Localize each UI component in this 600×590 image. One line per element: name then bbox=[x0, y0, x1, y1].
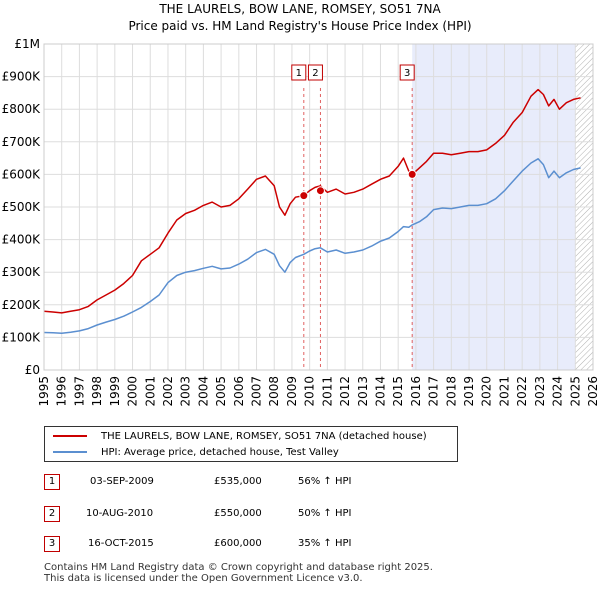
transaction-badge: 2 bbox=[44, 506, 60, 522]
sale-point bbox=[299, 191, 309, 201]
y-tick-label: £100K bbox=[2, 330, 42, 344]
transaction-badge: 1 bbox=[44, 474, 60, 490]
legend-item-hpi: HPI: Average price, detached house, Test… bbox=[53, 445, 339, 459]
footer-line-2: This data is licensed under the Open Gov… bbox=[44, 573, 363, 584]
transaction-price: £550,000 bbox=[214, 508, 262, 519]
sale-point bbox=[407, 169, 417, 179]
legend-label-property: THE LAURELS, BOW LANE, ROMSEY, SO51 7NA … bbox=[101, 430, 427, 442]
y-tick-label: £900K bbox=[2, 70, 42, 84]
x-tick-label: 1998 bbox=[90, 376, 104, 407]
x-tick-label: 2023 bbox=[533, 376, 547, 407]
x-tick-label: 2001 bbox=[143, 376, 157, 407]
x-tick-label: 2021 bbox=[497, 376, 511, 407]
chart-subtitle: Price paid vs. HM Land Registry's House … bbox=[128, 19, 472, 33]
x-tick-label: 2022 bbox=[515, 376, 529, 407]
x-tick-label: 1996 bbox=[55, 376, 69, 407]
transaction-date: 10-AUG-2010 bbox=[86, 508, 154, 519]
y-tick-label: £600K bbox=[2, 167, 42, 181]
chart-title: THE LAURELS, BOW LANE, ROMSEY, SO51 7NA bbox=[159, 2, 441, 16]
legend: THE LAURELS, BOW LANE, ROMSEY, SO51 7NA … bbox=[44, 426, 458, 462]
transaction-marker-box bbox=[307, 64, 323, 81]
x-tick-label: 2002 bbox=[161, 376, 175, 407]
transaction-price: £535,000 bbox=[214, 476, 262, 487]
hpi-series-line bbox=[43, 158, 581, 334]
x-tick-label: 2000 bbox=[126, 376, 140, 407]
x-tick-label: 2007 bbox=[250, 376, 264, 407]
x-tick-label: 2013 bbox=[356, 376, 370, 407]
x-tick-label: 2020 bbox=[480, 376, 494, 407]
legend-swatch-hpi bbox=[53, 451, 87, 453]
y-tick-label: £400K bbox=[2, 233, 42, 247]
x-tick-label: 2025 bbox=[568, 376, 582, 407]
x-tick-label: 2014 bbox=[373, 376, 387, 407]
x-tick-label: 2019 bbox=[462, 376, 476, 407]
transaction-hpi: 35% ↑ HPI bbox=[298, 538, 352, 549]
x-tick-label: 2004 bbox=[196, 376, 210, 407]
transaction-hpi: 56% ↑ HPI bbox=[298, 476, 352, 487]
y-tick-label: £0 bbox=[25, 363, 40, 377]
legend-item-property: THE LAURELS, BOW LANE, ROMSEY, SO51 7NA … bbox=[53, 429, 427, 443]
sale-point bbox=[315, 186, 325, 196]
y-tick-label: £500K bbox=[2, 200, 42, 214]
x-tick-label: 2011 bbox=[320, 376, 334, 407]
x-tick-label: 2008 bbox=[267, 376, 281, 407]
footer: Contains HM Land Registry data © Crown c… bbox=[44, 562, 433, 584]
transaction-marker-label: 2 bbox=[312, 68, 318, 79]
transaction-marker-box bbox=[399, 64, 415, 81]
x-tick-label: 2005 bbox=[214, 376, 228, 407]
transaction-date: 16-OCT-2015 bbox=[88, 538, 154, 549]
y-tick-label: £700K bbox=[2, 135, 42, 149]
x-tick-label: 2018 bbox=[444, 376, 458, 407]
x-tick-label: 2017 bbox=[427, 376, 441, 407]
legend-label-hpi: HPI: Average price, detached house, Test… bbox=[101, 446, 339, 458]
x-tick-label: 2024 bbox=[551, 376, 565, 407]
x-tick-label: 2016 bbox=[409, 376, 423, 407]
x-tick-label: 2003 bbox=[179, 376, 193, 407]
x-tick-label: 1999 bbox=[108, 376, 122, 407]
x-tick-label: 2026 bbox=[586, 376, 600, 407]
transaction-price: £600,000 bbox=[214, 538, 262, 549]
footer-line-1: Contains HM Land Registry data © Crown c… bbox=[44, 562, 433, 573]
x-tick-label: 2006 bbox=[232, 376, 246, 407]
y-tick-label: £1M bbox=[14, 37, 40, 51]
transaction-date: 03-SEP-2009 bbox=[90, 476, 154, 487]
y-tick-label: £200K bbox=[2, 298, 42, 312]
x-tick-label: 2015 bbox=[391, 376, 405, 407]
x-tick-label: 1997 bbox=[72, 376, 86, 407]
y-tick-label: £800K bbox=[2, 102, 42, 116]
y-tick-label: £300K bbox=[2, 265, 42, 279]
x-tick-label: 2012 bbox=[338, 376, 352, 407]
transaction-marker-box bbox=[291, 64, 307, 81]
transaction-hpi: 50% ↑ HPI bbox=[298, 508, 352, 519]
plot-frame bbox=[43, 43, 594, 371]
transaction-marker-label: 3 bbox=[404, 68, 410, 79]
transaction-marker-label: 1 bbox=[296, 68, 302, 79]
transaction-badge: 3 bbox=[44, 536, 60, 552]
x-tick-label: 2009 bbox=[285, 376, 299, 407]
property-series-line bbox=[43, 88, 581, 314]
x-tick-label: 1995 bbox=[37, 376, 51, 407]
x-tick-label: 2010 bbox=[303, 376, 317, 407]
legend-swatch-property bbox=[53, 435, 87, 437]
